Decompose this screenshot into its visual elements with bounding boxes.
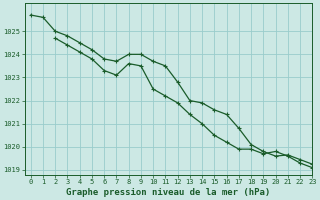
X-axis label: Graphe pression niveau de la mer (hPa): Graphe pression niveau de la mer (hPa)	[66, 188, 271, 197]
